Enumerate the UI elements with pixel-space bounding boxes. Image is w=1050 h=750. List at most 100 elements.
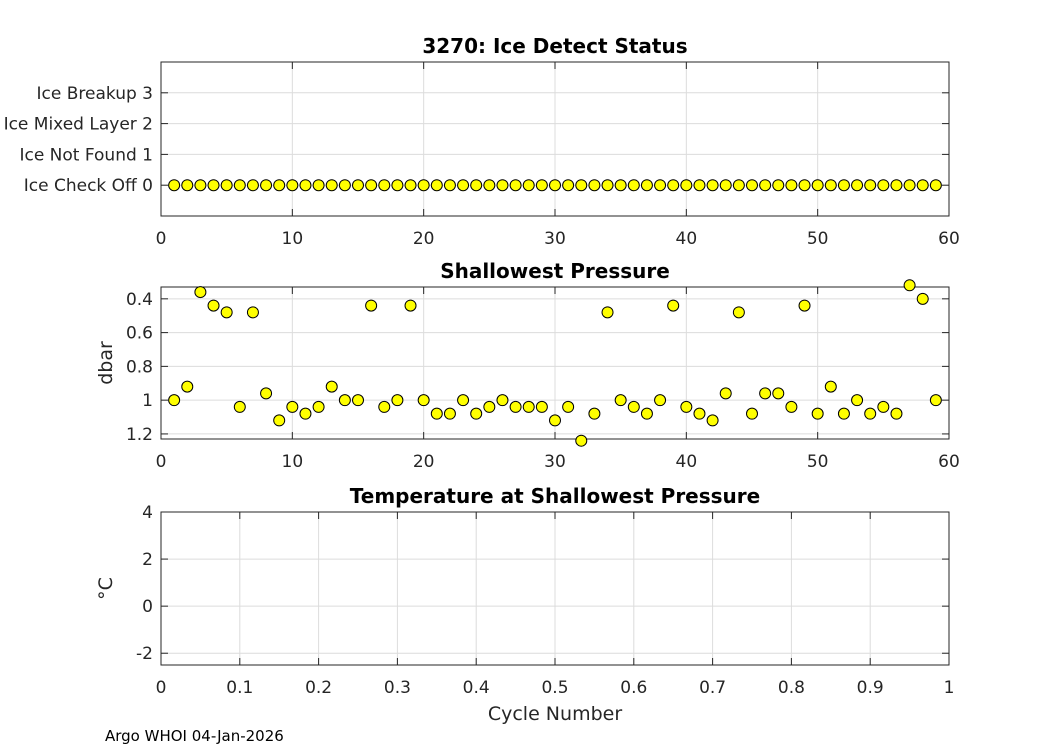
temperature-x-tick-label: 0.8 xyxy=(778,678,805,698)
pressure-data-point xyxy=(614,394,627,407)
ice-status-data-point xyxy=(877,179,890,192)
ice-status-data-point xyxy=(903,179,916,192)
ice-status-data-point xyxy=(365,179,378,192)
ice-status-data-point xyxy=(864,179,877,192)
ice-status-data-point xyxy=(260,179,273,192)
ice-status-data-point xyxy=(549,179,561,192)
pressure-data-point xyxy=(522,400,535,413)
pressure-x-tick-label: 30 xyxy=(544,452,566,472)
pressure-data-point xyxy=(824,380,837,393)
pressure-data-point xyxy=(693,407,706,420)
ice-status-data-point xyxy=(443,179,456,192)
pressure-y-tick-label: 1 xyxy=(142,391,153,411)
pressure-data-point xyxy=(601,306,614,319)
pressure-data-point xyxy=(929,394,942,407)
temperature-title: Temperature at Shallowest Pressure xyxy=(350,484,760,508)
footer-text: Argo WHOI 04-Jan-2026 xyxy=(105,727,284,745)
ice-status-data-point xyxy=(588,179,601,192)
ice-status-y-tick-label: Ice Mixed Layer 2 xyxy=(4,115,153,135)
pressure-data-point xyxy=(365,299,378,312)
ice-status-data-point xyxy=(654,179,667,192)
ice-status-x-tick-label: 60 xyxy=(938,229,960,249)
ice-status-data-point xyxy=(194,179,207,192)
ice-status-data-point xyxy=(273,179,286,192)
ice-status-x-tick-label: 30 xyxy=(544,229,566,249)
ice-status-data-point xyxy=(746,179,758,192)
temperature-y-tick-label: 4 xyxy=(142,503,153,523)
ice-status-data-point xyxy=(483,179,496,192)
ice-status-data-point xyxy=(246,179,259,192)
pressure-data-point xyxy=(470,407,483,420)
pressure-data-point xyxy=(746,407,758,420)
pressure-data-point xyxy=(627,400,640,413)
ice-status-data-point xyxy=(391,179,404,192)
pressure-data-point xyxy=(443,407,456,420)
pressure-data-point xyxy=(181,380,194,393)
ice-status-data-point xyxy=(693,179,706,192)
pressure-y-tick-label: 0.8 xyxy=(126,357,153,377)
ice-status-data-point xyxy=(640,179,653,192)
ice-status-data-point xyxy=(811,179,824,192)
pressure-data-point xyxy=(916,292,929,305)
pressure-x-tick-label: 20 xyxy=(413,452,435,472)
ice-status-data-point xyxy=(732,179,745,192)
temperature-x-tick-label: 0.1 xyxy=(226,678,253,698)
temperature-y-tick-label: 0 xyxy=(142,597,153,617)
pressure-data-point xyxy=(220,306,233,319)
ice-status-data-point xyxy=(601,179,614,192)
ice-status-data-point xyxy=(785,179,798,192)
ice-status-x-tick-label: 0 xyxy=(156,229,167,249)
temperature-y-tick-label: -2 xyxy=(136,644,153,664)
temperature-x-tick-label: 0 xyxy=(156,678,167,698)
ice-status-data-point xyxy=(851,179,864,192)
pressure-data-point xyxy=(903,279,916,292)
ice-status-data-point xyxy=(181,179,194,192)
ice-status-data-point xyxy=(824,179,837,192)
ice-status-data-point xyxy=(352,179,364,192)
pressure-x-tick-label: 0 xyxy=(156,452,167,472)
ice-status-data-point xyxy=(325,179,338,192)
temperature-y-tick-label: 2 xyxy=(142,550,153,570)
pressure-data-point xyxy=(654,394,667,407)
pressure-data-point xyxy=(667,299,680,312)
ice-status-data-point xyxy=(772,179,785,192)
temperature-x-tick-label: 0.2 xyxy=(305,678,332,698)
pressure-data-point xyxy=(549,414,561,427)
ice-status-data-point xyxy=(837,179,850,192)
pressure-data-point xyxy=(785,400,798,413)
pressure-x-tick-label: 40 xyxy=(676,452,698,472)
pressure-data-point xyxy=(732,306,745,319)
ice-status-data-point xyxy=(627,179,640,192)
ice-status-data-point xyxy=(470,179,483,192)
pressure-data-point xyxy=(338,394,351,407)
ice-status-data-point xyxy=(207,179,220,192)
pressure-data-point xyxy=(706,414,719,427)
pressure-data-point xyxy=(430,407,443,420)
ice-status-data-point xyxy=(286,179,299,192)
temperature-plot: 0 0.1 0.2 0.3 0.4 0.5 0.6 0.7 0.8 0.9 1-2024Temper… xyxy=(95,484,954,725)
pressure-y-tick-label: 0.4 xyxy=(126,290,153,310)
ice-status-data-point xyxy=(575,179,588,192)
pressure-data-point xyxy=(233,400,246,413)
temperature-y-axis-label: °C xyxy=(95,577,117,600)
shallowest-pressure-plot: 0 10 20 30 40 50 60 0.4 0.6 0.8 1 1.2 Shallowest Pre… xyxy=(95,259,960,472)
ice-status-y-tick-label: Ice Check Off 0 xyxy=(24,176,153,196)
pressure-data-point xyxy=(877,400,890,413)
ice-status-x-tick-label: 20 xyxy=(413,229,435,249)
pressure-data-point xyxy=(719,387,732,400)
ice-status-x-tick-label: 10 xyxy=(282,229,304,249)
pressure-data-point xyxy=(312,400,325,413)
pressure-y-tick-label: 0.6 xyxy=(126,324,153,344)
temperature-x-tick-label: 0.5 xyxy=(541,678,568,698)
pressure-data-point xyxy=(404,299,417,312)
ice-status-data-point xyxy=(417,179,430,192)
pressure-y-axis-label: dbar xyxy=(95,341,117,385)
ice-status-data-point xyxy=(614,179,627,192)
pressure-data-point xyxy=(417,394,430,407)
pressure-data-point xyxy=(391,394,404,407)
pressure-title: Shallowest Pressure xyxy=(440,259,670,283)
temperature-x-tick-label: 0.9 xyxy=(857,678,884,698)
ice-status-title: 3270: Ice Detect Status xyxy=(422,34,687,58)
temperature-x-axis-label: Cycle Number xyxy=(488,703,622,725)
